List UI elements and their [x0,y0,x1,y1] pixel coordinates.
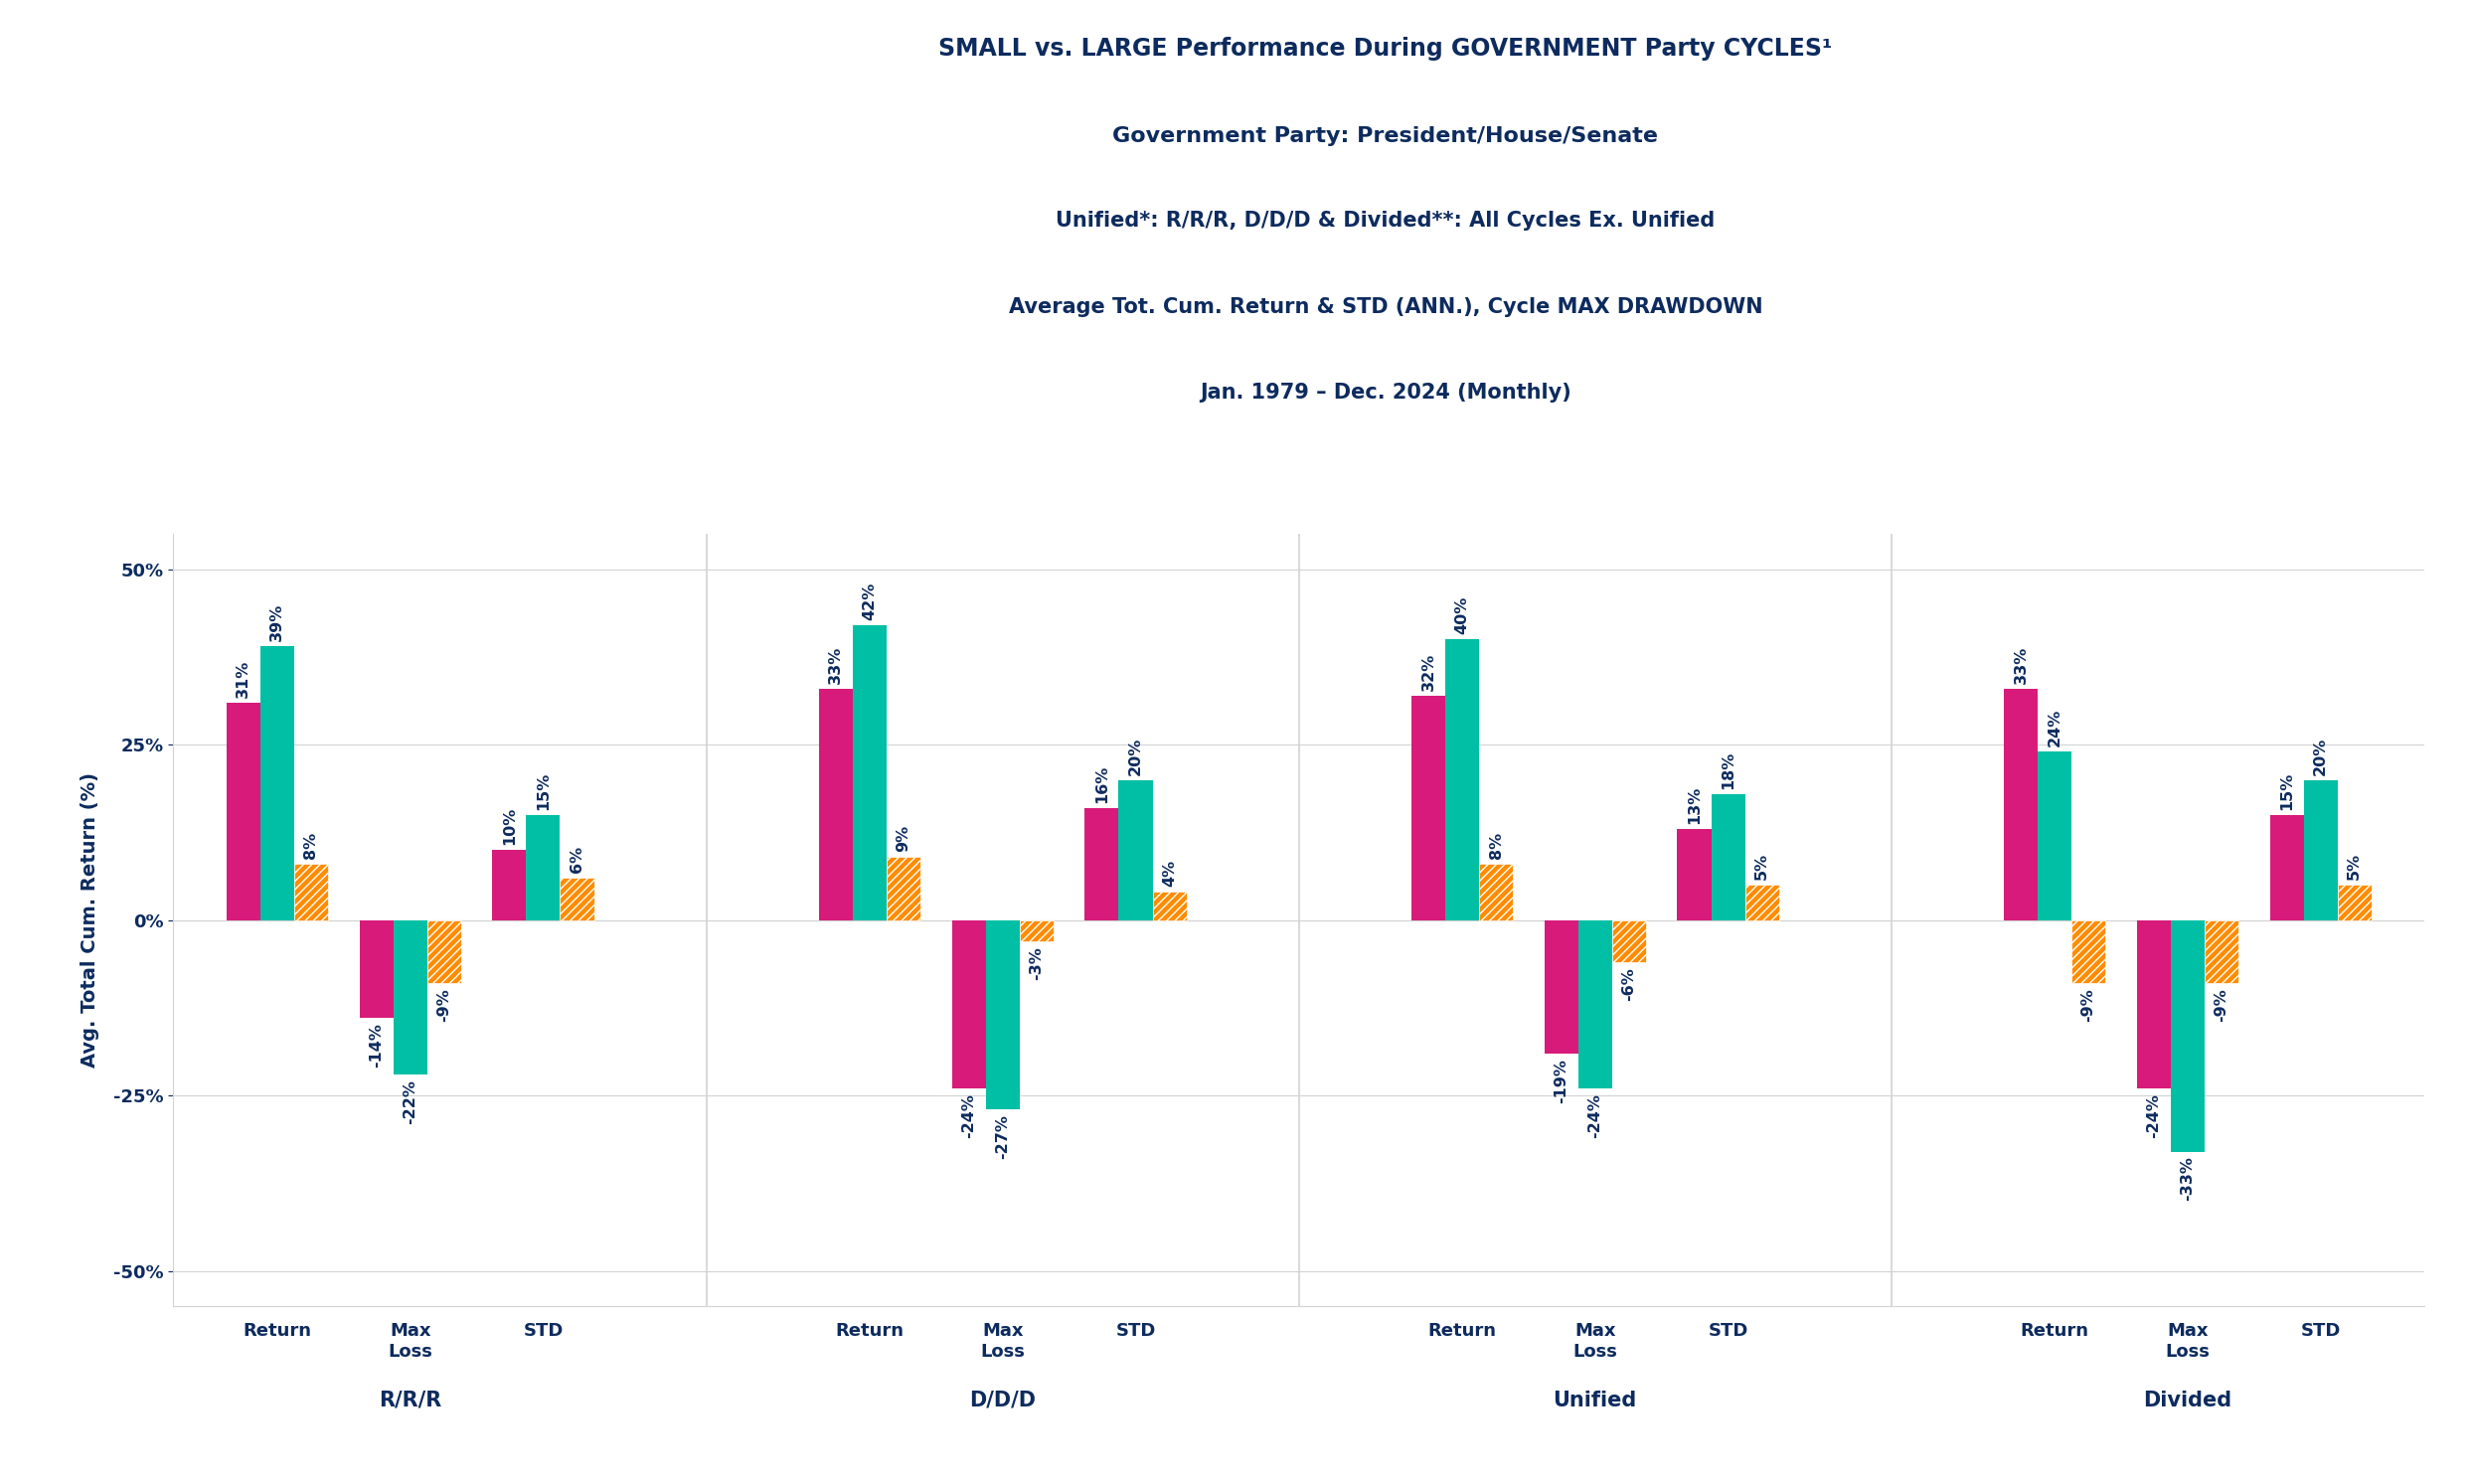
Bar [2004,689,2039,920]
Text: -9%: -9% [2214,988,2229,1021]
Bar [1744,884,1779,920]
Bar [492,850,527,920]
Text: 24%: 24% [2046,709,2061,746]
Bar [952,920,985,1088]
Bar [2269,815,2303,920]
Bar [260,647,294,920]
Bar [228,702,260,920]
Bar [854,625,886,920]
Bar [359,920,393,1018]
Text: -33%: -33% [2180,1156,2194,1201]
Bar [1712,794,1744,920]
Text: 40%: 40% [1455,597,1470,635]
Text: 20%: 20% [2313,738,2328,775]
Text: 5%: 5% [2348,853,2363,880]
Text: 32%: 32% [1420,653,1435,690]
Text: 31%: 31% [235,660,250,697]
Text: -24%: -24% [1588,1094,1603,1138]
Bar [428,920,460,984]
Bar [1613,920,1645,962]
Bar [1544,920,1578,1054]
Text: 5%: 5% [1754,853,1769,880]
Text: -27%: -27% [995,1114,1009,1159]
Text: Average Tot. Cum. Return & STD (ANN.), Cycle MAX DRAWDOWN: Average Tot. Cum. Return & STD (ANN.), C… [1009,297,1761,316]
Bar [1019,920,1054,941]
Text: -14%: -14% [369,1022,383,1068]
Bar [559,879,594,920]
Bar [2039,752,2071,920]
Text: 8%: 8% [1489,833,1504,859]
Text: -9%: -9% [435,988,450,1021]
Bar [527,815,559,920]
Bar [2204,920,2239,984]
Text: 16%: 16% [1094,764,1108,803]
Bar [819,689,854,920]
Text: 18%: 18% [1719,751,1737,789]
Y-axis label: Avg. Total Cum. Return (%): Avg. Total Cum. Return (%) [82,773,99,1067]
Bar [1118,779,1153,920]
Bar [1445,640,1479,920]
Text: -22%: -22% [403,1079,418,1123]
Bar [294,864,329,920]
Text: 39%: 39% [270,604,285,641]
Bar [2338,884,2370,920]
Bar [393,920,428,1074]
Bar [886,856,920,920]
Bar [2071,920,2105,984]
Text: -24%: -24% [2147,1094,2162,1138]
Text: Unified: Unified [1554,1391,1638,1410]
Bar [1410,696,1445,920]
Text: -6%: -6% [1620,968,1635,1000]
Text: Jan. 1979 – Dec. 2024 (Monthly): Jan. 1979 – Dec. 2024 (Monthly) [1200,383,1571,402]
Text: 33%: 33% [2014,646,2029,684]
Text: Government Party: President/House/Senate: Government Party: President/House/Senate [1113,126,1658,145]
Bar [1084,807,1118,920]
Bar [1479,864,1514,920]
Text: 20%: 20% [1128,738,1143,775]
Bar [2138,920,2170,1088]
Text: 15%: 15% [537,772,552,810]
Bar [985,920,1019,1110]
Text: D/D/D: D/D/D [970,1391,1037,1410]
Text: 33%: 33% [829,646,844,684]
Text: -24%: -24% [962,1094,977,1138]
Bar [2170,920,2204,1152]
Text: R/R/R: R/R/R [379,1391,440,1410]
Text: 9%: 9% [896,825,910,852]
Text: 8%: 8% [304,833,319,859]
Text: -3%: -3% [1029,945,1044,979]
Text: 10%: 10% [502,807,517,844]
Bar [1677,830,1712,920]
Text: 13%: 13% [1687,787,1702,824]
Text: Divided: Divided [2142,1391,2232,1410]
Text: SMALL vs. LARGE Performance During GOVERNMENT Party CYCLES¹: SMALL vs. LARGE Performance During GOVER… [938,37,1833,61]
Bar [2303,779,2338,920]
Text: -9%: -9% [2081,988,2095,1021]
Text: 15%: 15% [2279,772,2293,810]
Text: -19%: -19% [1554,1058,1569,1103]
Bar [1578,920,1613,1088]
Text: Unified*: R/R/R, D/D/D & Divided**: All Cycles Ex. Unified: Unified*: R/R/R, D/D/D & Divided**: All … [1056,211,1714,230]
Text: 6%: 6% [569,846,584,873]
Text: 42%: 42% [861,583,878,620]
Text: 4%: 4% [1163,861,1178,887]
Bar [1153,892,1188,920]
